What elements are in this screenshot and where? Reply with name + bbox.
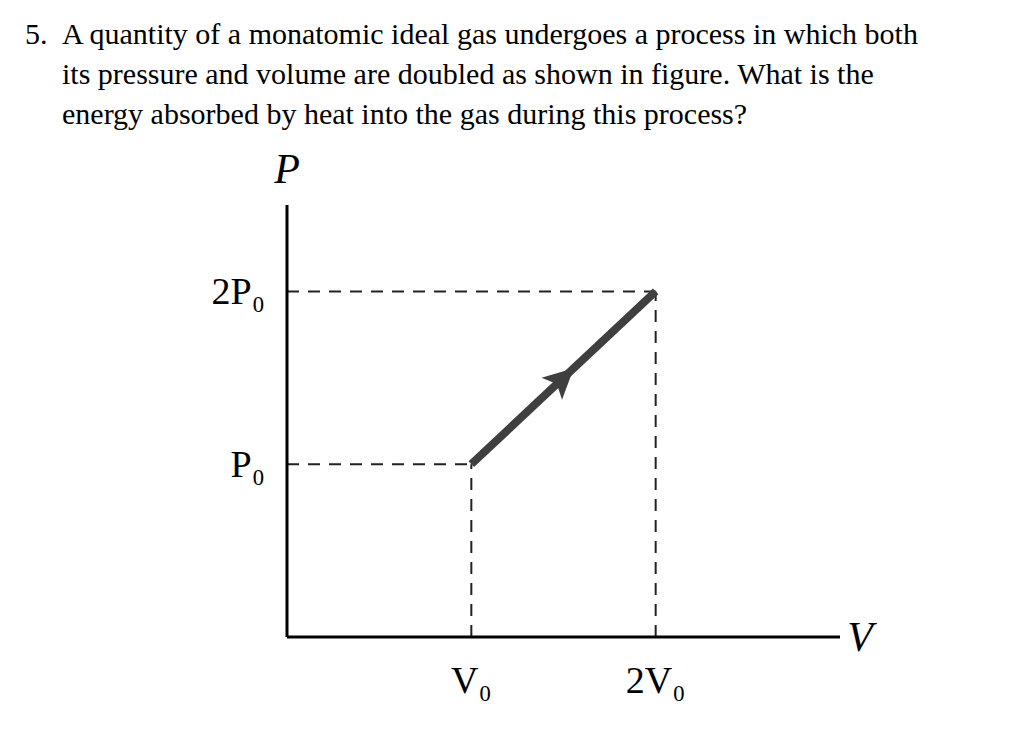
svg-text:P: P xyxy=(273,146,300,192)
svg-text:P₀: P₀ xyxy=(231,443,265,485)
svg-text:V: V xyxy=(847,614,877,660)
svg-text:2V₀: 2V₀ xyxy=(626,659,686,701)
html-text:5.: 5. xyxy=(25,17,48,50)
html-text:A quantity of a monatomic idea: A quantity of a monatomic ideal gas unde… xyxy=(62,17,918,50)
svg-text:V₀: V₀ xyxy=(451,659,492,701)
svg-text:2P₀: 2P₀ xyxy=(212,270,265,312)
html-text:its pressure and volume are do: its pressure and volume are doubled as s… xyxy=(62,57,874,90)
html-text:energy absorbed by heat into t: energy absorbed by heat into the gas dur… xyxy=(62,97,748,130)
